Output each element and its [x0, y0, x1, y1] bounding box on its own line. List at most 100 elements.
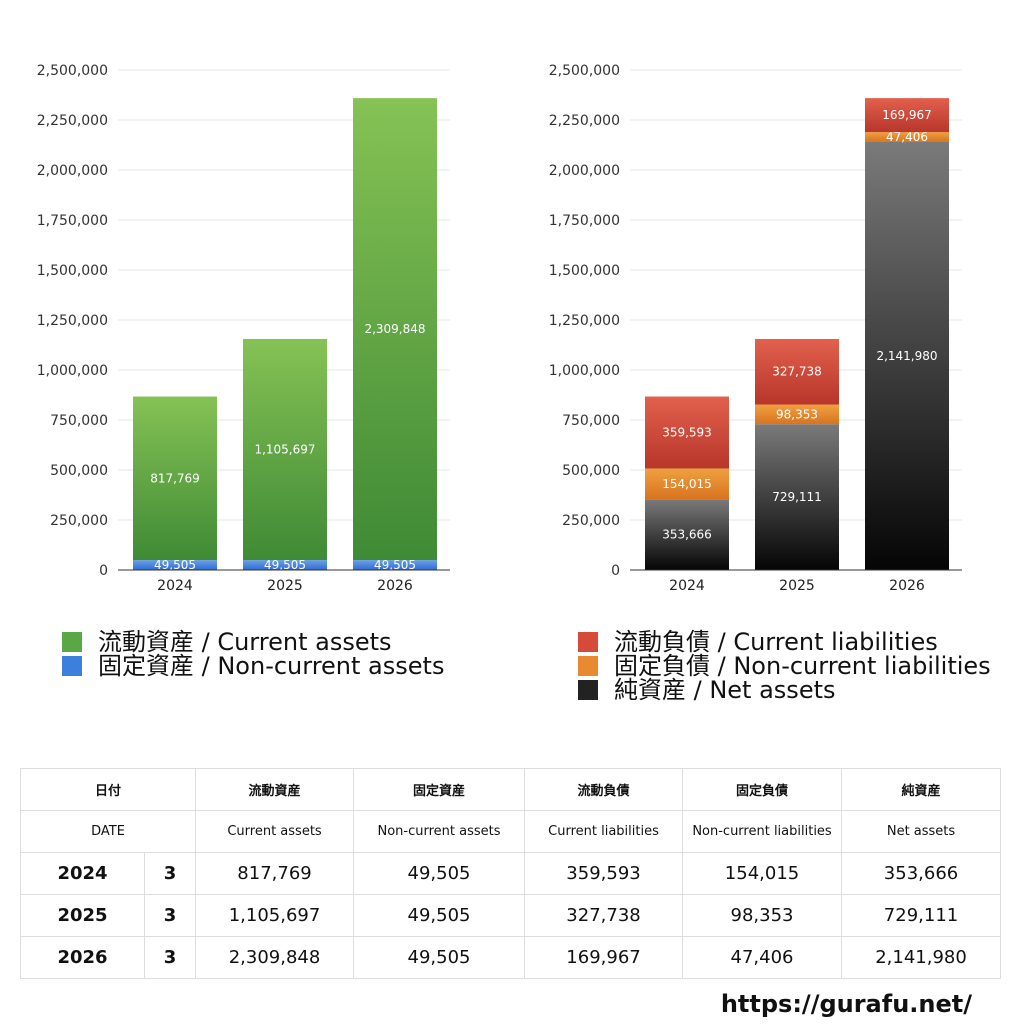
y-tick-label: 1,000,000: [37, 363, 108, 379]
cell-noncurrent-liabilities: 47,406: [682, 936, 843, 979]
data-label-net-assets: 2,141,980: [876, 349, 937, 363]
cell-noncurrent-assets: 49,505: [353, 894, 526, 937]
x-tick-label: 2024: [669, 578, 705, 594]
x-tick-label: 2026: [377, 578, 413, 594]
y-tick-label: 2,250,000: [37, 113, 108, 129]
y-tick-label: 750,000: [562, 413, 620, 429]
header-noncurrent-assets: 固定資産: [353, 768, 526, 811]
legend-item-current-liabilities: 流動負債 / Current liabilities: [578, 630, 991, 654]
data-label-current-liabilities: 327,738: [772, 365, 822, 379]
cell-current-assets: 1,105,697: [195, 894, 355, 937]
bar-noncurrent-assets-2024: [133, 560, 217, 570]
y-tick-label: 500,000: [562, 463, 620, 479]
bar-noncurrent-assets-2026: [353, 560, 437, 570]
header-noncurrent-liabilities: 固定負債: [682, 768, 843, 811]
legend-swatch: [62, 656, 82, 676]
y-tick-label: 0: [611, 563, 620, 579]
legend-label: 流動資産 / Current assets: [98, 628, 392, 656]
data-label-net-assets: 353,666: [662, 528, 712, 542]
bar-net-assets-2026: [865, 141, 949, 570]
assets-chart: 0 250,000 500,000 750,000 1,000,000 1,250,000…: [37, 63, 450, 594]
legend-swatch: [578, 632, 598, 652]
cell-noncurrent-assets: 49,505: [353, 936, 526, 979]
y-tick-label: 500,000: [50, 463, 108, 479]
header-date: DATE: [19, 810, 197, 853]
y-tick-label: 250,000: [50, 513, 108, 529]
cell-count: 3: [143, 894, 197, 937]
bar-current-liabilities-2025: [755, 338, 839, 405]
legend-swatch: [578, 656, 598, 676]
data-label-net-assets: 729,111: [772, 490, 822, 504]
legend-item-current-assets: 流動資産 / Current assets: [62, 630, 444, 654]
header-current-liabilities: Current liabilities: [524, 810, 684, 853]
cell-net-assets: 2,141,980: [841, 936, 1002, 979]
header-current-liabilities: 流動負債: [524, 768, 684, 811]
header-noncurrent-assets: Non-current assets: [353, 810, 526, 853]
assets-legend: 流動資産 / Current assets 固定資産 / Non-current…: [62, 630, 444, 678]
cell-noncurrent-liabilities: 154,015: [682, 852, 843, 895]
cell-count: 3: [143, 936, 197, 979]
cell-current-liabilities: 169,967: [524, 936, 684, 979]
cell-noncurrent-liabilities: 98,353: [682, 894, 843, 937]
legend-item-noncurrent-liabilities: 固定負債 / Non-current liabilities: [578, 654, 991, 678]
data-table: 日付 流動資産 固定資産 流動負債 固定負債 純資産 DATE Current …: [19, 768, 1002, 979]
liabilities-chart: 0 250,000 500,000 750,000 1,000,000 1,250,000…: [549, 63, 962, 594]
bar-current-assets-2025: [243, 338, 327, 561]
y-tick-label: 2,250,000: [549, 113, 620, 129]
data-label-noncurrent-assets: 49,505: [374, 558, 416, 572]
y-tick-label: 1,750,000: [37, 213, 108, 229]
data-label-current-assets: 1,105,697: [254, 443, 315, 457]
bar-net-assets-2024: [645, 499, 729, 570]
bar-current-liabilities-2024: [645, 396, 729, 469]
bar-current-assets-2024: [133, 396, 217, 561]
legend-swatch: [578, 680, 598, 700]
legend-item-noncurrent-assets: 固定資産 / Non-current assets: [62, 654, 444, 678]
y-tick-label: 1,000,000: [549, 363, 620, 379]
y-tick-label: 750,000: [50, 413, 108, 429]
data-label-noncurrent-liabilities: 154,015: [662, 477, 712, 491]
y-tick-label: 1,250,000: [549, 313, 620, 329]
header-net-assets: 純資産: [841, 768, 1002, 811]
liabilities-legend: 流動負債 / Current liabilities 固定負債 / Non-cu…: [578, 630, 991, 702]
y-tick-label: 250,000: [562, 513, 620, 529]
cell-year: 2024: [20, 852, 145, 895]
x-tick-label: 2026: [889, 578, 925, 594]
legend-label: 流動負債 / Current liabilities: [614, 628, 938, 656]
y-tick-label: 2,000,000: [37, 163, 108, 179]
data-label-current-assets: 2,309,848: [364, 322, 425, 336]
cell-net-assets: 353,666: [841, 852, 1002, 895]
bar-noncurrent-liabilities-2026: [865, 132, 949, 142]
cell-current-liabilities: 327,738: [524, 894, 684, 937]
data-label-noncurrent-liabilities: 47,406: [886, 130, 928, 144]
x-tick-label: 2025: [267, 578, 303, 594]
bar-current-liabilities-2026: [865, 98, 949, 133]
cell-count: 3: [143, 852, 197, 895]
bar-noncurrent-liabilities-2024: [645, 468, 729, 500]
header-current-assets: 流動資産: [195, 768, 355, 811]
y-tick-label: 1,750,000: [549, 213, 620, 229]
bar-current-assets-2026: [353, 98, 437, 561]
data-label-current-liabilities: 169,967: [882, 108, 932, 122]
cell-current-liabilities: 359,593: [524, 852, 684, 895]
data-label-noncurrent-liabilities: 98,353: [776, 407, 818, 421]
y-tick-label: 1,500,000: [37, 263, 108, 279]
x-tick-label: 2024: [157, 578, 193, 594]
table-header-row: DATE Current assets Non-current assets C…: [19, 810, 1002, 853]
cell-noncurrent-assets: 49,505: [353, 852, 526, 895]
bar-noncurrent-liabilities-2025: [755, 404, 839, 425]
cell-year: 2025: [20, 894, 145, 937]
data-label-current-assets: 817,769: [150, 471, 200, 485]
data-label-noncurrent-assets: 49,505: [154, 558, 196, 572]
legend-swatch: [62, 632, 82, 652]
site-url[interactable]: https://gurafu.net/: [720, 990, 972, 1018]
legend-label: 純資産 / Net assets: [614, 676, 836, 704]
header-net-assets: Net assets: [841, 810, 1002, 853]
y-tick-label: 1,500,000: [549, 263, 620, 279]
header-noncurrent-liabilities: Non-current liabilities: [682, 810, 843, 853]
table-header-row: 日付 流動資産 固定資産 流動負債 固定負債 純資産: [19, 768, 1002, 811]
bar-noncurrent-assets-2025: [243, 560, 327, 570]
y-tick-label: 2,000,000: [549, 163, 620, 179]
header-date: 日付: [19, 768, 197, 811]
y-tick-label: 1,250,000: [37, 313, 108, 329]
cell-current-assets: 817,769: [195, 852, 355, 895]
